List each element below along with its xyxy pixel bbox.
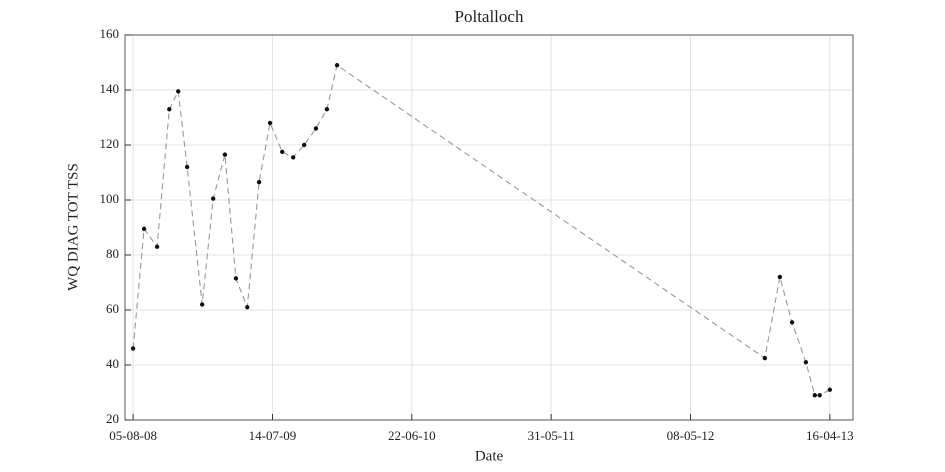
x-tick-label: 05-08-08 xyxy=(109,428,157,443)
data-line xyxy=(132,64,831,396)
y-tick-label: 100 xyxy=(100,191,120,206)
data-point xyxy=(280,149,285,155)
data-point xyxy=(267,120,273,126)
data-point xyxy=(176,89,181,94)
data-point xyxy=(222,152,228,157)
data-point xyxy=(762,355,768,361)
data-point xyxy=(789,320,795,325)
data-point xyxy=(803,360,809,365)
data-point xyxy=(184,164,190,170)
x-tick-label: 22-06-10 xyxy=(388,428,436,443)
data-point xyxy=(290,155,296,160)
x-tick-label: 31-05-11 xyxy=(528,428,575,443)
data-point xyxy=(154,244,160,249)
data-point xyxy=(313,126,319,131)
y-axis-label: WQ DIAG TOT TSS xyxy=(65,163,81,291)
y-tick-label: 160 xyxy=(100,26,120,41)
x-tick-label: 16-04-13 xyxy=(806,428,854,443)
y-tick-label: 20 xyxy=(106,411,119,426)
data-point xyxy=(256,179,262,185)
data-point xyxy=(141,226,147,232)
y-tick-label: 40 xyxy=(106,356,119,371)
y-tick-label: 60 xyxy=(106,301,119,316)
data-point xyxy=(245,305,250,310)
y-tick-label: 140 xyxy=(100,81,120,96)
data-point xyxy=(812,393,818,398)
data-point xyxy=(777,274,783,280)
x-tick-label: 08-05-12 xyxy=(667,428,715,443)
data-point xyxy=(301,142,307,148)
data-point xyxy=(233,276,239,281)
x-axis-label: Date xyxy=(475,448,504,464)
data-point xyxy=(324,107,330,112)
y-tick-label: 120 xyxy=(100,136,120,151)
data-point xyxy=(210,196,216,201)
data-point xyxy=(199,302,205,307)
y-tick-label: 80 xyxy=(106,246,119,261)
data-point xyxy=(827,387,833,392)
data-point xyxy=(334,63,340,68)
data-point xyxy=(167,107,172,112)
x-tick-label: 14-07-09 xyxy=(249,428,297,443)
chart-title: Poltalloch xyxy=(455,7,524,26)
data-point xyxy=(817,393,822,398)
plot-frame xyxy=(124,34,854,421)
data-point xyxy=(130,346,136,351)
